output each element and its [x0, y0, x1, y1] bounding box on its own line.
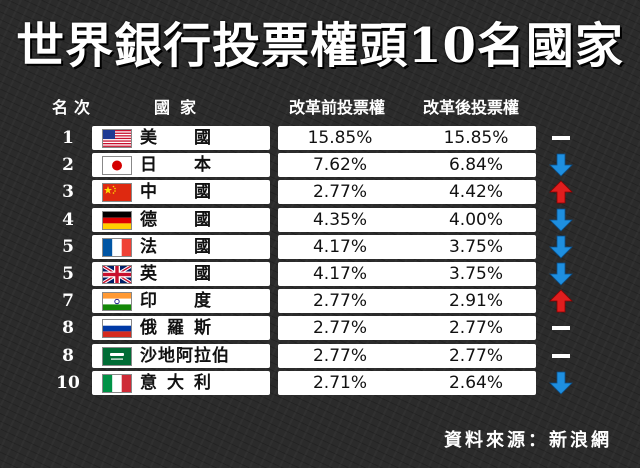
uk-flag-icon — [103, 266, 131, 283]
germany-flag-icon — [103, 211, 131, 229]
row-country: 俄羅斯 — [140, 318, 221, 339]
row-values-bar — [278, 180, 536, 205]
row-values-bar — [278, 126, 536, 150]
row-rank: 1 — [62, 128, 74, 148]
down-arrow-icon — [548, 207, 574, 233]
row-after-value: 3.75% — [448, 236, 503, 257]
row-country: 美 國 — [140, 128, 221, 148]
row-values-bar — [278, 234, 536, 259]
row-country: 沙地阿拉伯 — [140, 345, 230, 366]
row-values-bar — [278, 262, 536, 286]
down-arrow-icon — [548, 234, 574, 260]
down-arrow-icon — [548, 261, 574, 287]
row-values-bar — [278, 343, 536, 368]
row-after-value: 2.77% — [448, 318, 503, 339]
row-after-value: 4.42% — [448, 182, 503, 203]
row-before-value: 2.77% — [312, 182, 367, 203]
header-country: 國家 — [153, 98, 206, 117]
row-rank: 2 — [62, 155, 74, 176]
row-before-value: 15.85% — [307, 128, 373, 148]
row-rank: 5 — [62, 236, 74, 257]
header-before: 改革前投票權 — [288, 98, 385, 117]
row-rank: 10 — [56, 372, 80, 393]
dash-icon — [548, 343, 574, 369]
row-country: 法 國 — [140, 236, 221, 257]
table-row: 5 法 國 4.17% 3.75% — [0, 234, 640, 260]
row-country: 英 國 — [140, 264, 221, 284]
france-flag-icon — [103, 238, 131, 256]
row-country: 中 國 — [140, 182, 221, 203]
italy-flag-icon — [103, 374, 131, 392]
row-values-bar — [278, 316, 536, 341]
row-country: 日 本 — [140, 155, 221, 176]
china-flag-icon — [103, 184, 131, 202]
row-country: 印 度 — [140, 291, 221, 312]
row-rank: 8 — [62, 345, 74, 366]
row-before-value: 4.17% — [312, 236, 367, 257]
row-before-value: 2.71% — [312, 372, 367, 393]
row-before-value: 2.77% — [312, 318, 367, 339]
row-before-value: 2.77% — [312, 345, 367, 366]
row-values-bar — [278, 289, 536, 314]
row-rank: 4 — [62, 209, 74, 230]
row-rank: 8 — [62, 318, 74, 339]
row-values-bar — [278, 153, 536, 178]
table-row: 2 日 本 7.62% 6.84% — [0, 152, 640, 178]
us-flag-icon — [103, 130, 131, 147]
table-row: 3 中 國 2.77% 4.42% — [0, 179, 640, 205]
row-values-bar — [278, 370, 536, 395]
table-row: 7 印 度 2.77% 2.91% — [0, 288, 640, 314]
row-before-value: 4.17% — [312, 264, 367, 284]
up-arrow-icon — [548, 288, 574, 314]
header-rank: 名次 — [51, 98, 96, 117]
down-arrow-icon — [548, 152, 574, 178]
row-rank: 3 — [62, 182, 74, 203]
row-country: 德 國 — [140, 209, 221, 230]
row-after-value: 4.00% — [448, 209, 503, 230]
row-rank: 7 — [62, 291, 74, 312]
table-row: 5 英 國 4.17% 3.75% — [0, 261, 640, 287]
row-before-value: 2.77% — [312, 291, 367, 312]
dash-icon — [548, 315, 574, 341]
table-row: 8 沙地阿拉伯 2.77% 2.77% — [0, 343, 640, 369]
row-rank: 5 — [62, 264, 74, 284]
dash-icon — [548, 125, 574, 151]
saudi-flag-icon — [103, 347, 131, 365]
header-after: 改革後投票權 — [422, 98, 519, 117]
source-note: 資料來源：新浪網 — [444, 430, 612, 451]
india-flag-icon — [103, 293, 131, 311]
table-row: 8 俄羅斯 2.77% 2.77% — [0, 315, 640, 341]
row-before-value: 4.35% — [312, 209, 367, 230]
down-arrow-icon — [548, 370, 574, 396]
up-arrow-icon — [548, 179, 574, 205]
table-row: 4 德 國 4.35% 4.00% — [0, 207, 640, 233]
russia-flag-icon — [103, 320, 131, 338]
table-row: 1 美 國 15.85% 15.85% — [0, 125, 640, 151]
row-after-value: 6.84% — [448, 155, 503, 176]
row-before-value: 7.62% — [312, 155, 367, 176]
page-title: 世界銀行投票權頭10名國家 — [16, 18, 624, 74]
row-after-value: 2.64% — [448, 372, 503, 393]
row-after-value: 2.91% — [448, 291, 503, 312]
row-after-value: 15.85% — [443, 128, 509, 148]
row-values-bar — [278, 207, 536, 232]
row-country: 意大利 — [140, 372, 221, 393]
row-after-value: 3.75% — [448, 264, 503, 284]
table-row: 10 意大利 2.71% 2.64% — [0, 370, 640, 396]
japan-flag-icon — [103, 157, 131, 175]
row-after-value: 2.77% — [448, 345, 503, 366]
